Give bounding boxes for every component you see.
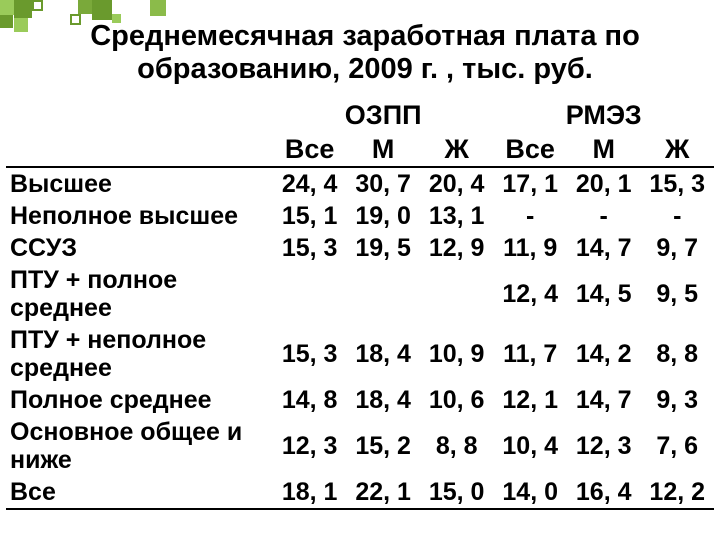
cell-rmez-all: 17, 1 bbox=[493, 167, 567, 200]
cell-ozpp-all: 15, 1 bbox=[273, 200, 347, 232]
cell-ozpp-m: 22, 1 bbox=[346, 476, 420, 509]
subheader-ozpp-m: М bbox=[346, 132, 420, 167]
cell-ozpp-f: 10, 9 bbox=[420, 324, 494, 384]
deco-square bbox=[32, 0, 43, 11]
cell-ozpp-m: 18, 4 bbox=[346, 384, 420, 416]
cell-rmez-m: 14, 5 bbox=[567, 264, 641, 324]
cell-ozpp-m: 15, 2 bbox=[346, 416, 420, 476]
slide-title: Среднемесячная заработная плата по образ… bbox=[30, 20, 700, 87]
cell-rmez-m: - bbox=[567, 200, 641, 232]
deco-square bbox=[14, 18, 28, 32]
row-label: Все bbox=[6, 476, 273, 509]
cell-ozpp-all: 15, 3 bbox=[273, 324, 347, 384]
cell-rmez-all: 11, 9 bbox=[493, 232, 567, 264]
cell-rmez-f: 15, 3 bbox=[640, 167, 714, 200]
table-row: Все18, 122, 115, 014, 016, 412, 2 bbox=[6, 476, 714, 509]
cell-ozpp-m: 30, 7 bbox=[346, 167, 420, 200]
cell-rmez-m: 14, 2 bbox=[567, 324, 641, 384]
group-header-ozpp: ОЗПП bbox=[273, 98, 494, 132]
deco-square bbox=[78, 0, 92, 14]
subheader-rmez-f: Ж bbox=[640, 132, 714, 167]
cell-ozpp-m: 19, 0 bbox=[346, 200, 420, 232]
corner-blank bbox=[6, 98, 273, 132]
cell-rmez-f: 9, 7 bbox=[640, 232, 714, 264]
subheader-rmez-all: Все bbox=[493, 132, 567, 167]
subheader-ozpp-f: Ж bbox=[420, 132, 494, 167]
row-label: Полное среднее bbox=[6, 384, 273, 416]
cell-ozpp-all: 12, 3 bbox=[273, 416, 347, 476]
cell-ozpp-all: 24, 4 bbox=[273, 167, 347, 200]
table-row: Высшее24, 430, 720, 417, 120, 115, 3 bbox=[6, 167, 714, 200]
cell-rmez-all: 12, 4 bbox=[493, 264, 567, 324]
cell-ozpp-m: 19, 5 bbox=[346, 232, 420, 264]
cell-rmez-f: 7, 6 bbox=[640, 416, 714, 476]
row-label: Высшее bbox=[6, 167, 273, 200]
row-label: Неполное высшее bbox=[6, 200, 273, 232]
cell-ozpp-m: 18, 4 bbox=[346, 324, 420, 384]
cell-ozpp-f: 20, 4 bbox=[420, 167, 494, 200]
table-row: Полное среднее14, 818, 410, 612, 114, 79… bbox=[6, 384, 714, 416]
sub-header-row: Все М Ж Все М Ж bbox=[6, 132, 714, 167]
cell-rmez-m: 14, 7 bbox=[567, 384, 641, 416]
cell-rmez-f: 9, 3 bbox=[640, 384, 714, 416]
cell-rmez-all: 12, 1 bbox=[493, 384, 567, 416]
table-row: ПТУ + неполное среднее15, 318, 410, 911,… bbox=[6, 324, 714, 384]
subheader-ozpp-all: Все bbox=[273, 132, 347, 167]
cell-ozpp-f: 10, 6 bbox=[420, 384, 494, 416]
cell-ozpp-all bbox=[273, 264, 347, 324]
group-header-row: ОЗПП РМЭЗ bbox=[6, 98, 714, 132]
cell-ozpp-f bbox=[420, 264, 494, 324]
cell-rmez-all: 14, 0 bbox=[493, 476, 567, 509]
cell-rmez-all: 10, 4 bbox=[493, 416, 567, 476]
row-label: ПТУ + неполное среднее bbox=[6, 324, 273, 384]
group-header-rmez: РМЭЗ bbox=[493, 98, 714, 132]
deco-square bbox=[14, 0, 32, 18]
cell-ozpp-f: 8, 8 bbox=[420, 416, 494, 476]
table-row: ССУЗ15, 319, 512, 911, 914, 79, 7 bbox=[6, 232, 714, 264]
cell-rmez-f: 9, 5 bbox=[640, 264, 714, 324]
deco-square bbox=[150, 0, 166, 16]
cell-ozpp-all: 18, 1 bbox=[273, 476, 347, 509]
cell-rmez-all: - bbox=[493, 200, 567, 232]
cell-ozpp-f: 12, 9 bbox=[420, 232, 494, 264]
salary-table: ОЗПП РМЭЗ Все М Ж Все М Ж Высшее24, 430,… bbox=[6, 98, 714, 510]
row-label: ПТУ + полное среднее bbox=[6, 264, 273, 324]
cell-ozpp-m bbox=[346, 264, 420, 324]
cell-rmez-f: 8, 8 bbox=[640, 324, 714, 384]
cell-ozpp-f: 15, 0 bbox=[420, 476, 494, 509]
cell-ozpp-all: 14, 8 bbox=[273, 384, 347, 416]
deco-square bbox=[0, 15, 13, 28]
table-body: Высшее24, 430, 720, 417, 120, 115, 3Непо… bbox=[6, 167, 714, 509]
row-label: ССУЗ bbox=[6, 232, 273, 264]
cell-ozpp-all: 15, 3 bbox=[273, 232, 347, 264]
cell-rmez-m: 16, 4 bbox=[567, 476, 641, 509]
salary-table-wrap: ОЗПП РМЭЗ Все М Ж Все М Ж Высшее24, 430,… bbox=[6, 98, 714, 510]
cell-rmez-m: 12, 3 bbox=[567, 416, 641, 476]
table-row: Неполное высшее15, 119, 013, 1--- bbox=[6, 200, 714, 232]
cell-rmez-f: - bbox=[640, 200, 714, 232]
cell-rmez-f: 12, 2 bbox=[640, 476, 714, 509]
table-row: ПТУ + полное среднее 12, 414, 59, 5 bbox=[6, 264, 714, 324]
subheader-rmez-m: М bbox=[567, 132, 641, 167]
row-label: Основное общее и ниже bbox=[6, 416, 273, 476]
deco-square bbox=[0, 0, 15, 15]
subheader-blank bbox=[6, 132, 273, 167]
table-row: Основное общее и ниже12, 315, 28, 810, 4… bbox=[6, 416, 714, 476]
cell-rmez-m: 14, 7 bbox=[567, 232, 641, 264]
cell-rmez-all: 11, 7 bbox=[493, 324, 567, 384]
cell-ozpp-f: 13, 1 bbox=[420, 200, 494, 232]
cell-rmez-m: 20, 1 bbox=[567, 167, 641, 200]
deco-square bbox=[92, 0, 112, 20]
